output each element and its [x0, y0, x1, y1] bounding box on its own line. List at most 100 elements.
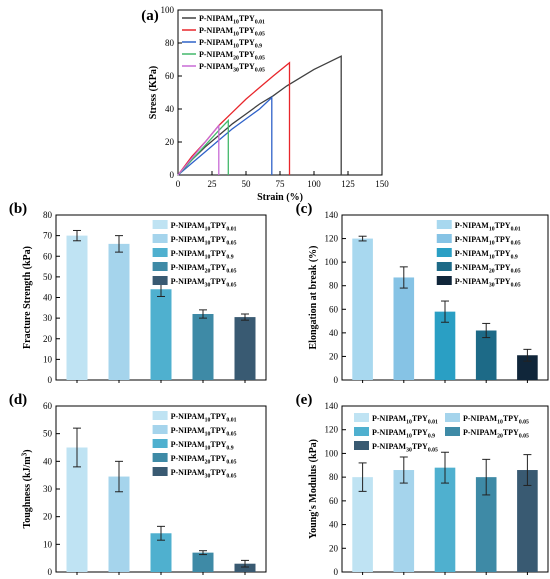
y-tick-label-c: 100: [325, 257, 339, 267]
legend-swatch-3: [436, 248, 452, 257]
legend-swatch-5: [152, 276, 168, 285]
y-tick-label-e: 40: [329, 520, 339, 530]
y-tick-label-d: 20: [43, 512, 53, 522]
bar-5: [234, 563, 256, 572]
y-tick-label-a: 60: [165, 71, 175, 81]
legend-swatch-3: [152, 439, 168, 448]
x-tick-label-a: 50: [242, 179, 252, 189]
legend-swatch-1: [436, 220, 452, 229]
y-tick-label-d: 30: [43, 484, 53, 494]
x-tick-label-a: 75: [276, 179, 286, 189]
y-tick-label-e: 120: [325, 425, 339, 435]
y-tick-label-d: 10: [43, 539, 53, 549]
legend-label-3: P-NIPAM10​TPY0.9​: [372, 428, 435, 440]
legend-label-5: P-NIPAM30​TPY0.05​: [455, 277, 521, 289]
legend-swatch-2: [152, 234, 168, 243]
y-axis-label-a: Stress (KPa): [148, 66, 159, 119]
y-axis-label-e: Young's Modulus (kPa): [308, 439, 319, 539]
y-tick-label-e: 0: [334, 567, 339, 577]
panel-e: 0 20 40 60 80 100 120 140 P-NIPAM10​TPY0.01​ P-NI…: [296, 392, 549, 577]
legend-swatch-1: [152, 411, 168, 420]
y-tick-label-b: 70: [43, 231, 53, 241]
panel-d: 0 10 20 30 40 50 60 P-NIPAM10​TPY0.01​ P-NIPAM10…: [9, 392, 267, 577]
x-tick-label-a: 0: [176, 179, 181, 189]
y-axis-label-b: Fracture Strength (kPa): [22, 246, 33, 349]
bar-1: [352, 238, 373, 380]
legend-label-4: P-NIPAM20​TPY0.05​: [199, 50, 265, 62]
legend-swatch-5: [152, 467, 168, 476]
legend-label-4: P-NIPAM20​TPY0.05​: [171, 454, 237, 466]
legend-swatch-2: [445, 413, 460, 422]
legend-swatch-3: [354, 427, 369, 436]
x-tick-label-a: 125: [341, 179, 355, 189]
bar-2: [108, 243, 130, 380]
legend-swatch-3: [152, 248, 168, 257]
legend-label-3: P-NIPAM10​TPY0.9​: [171, 249, 234, 261]
panel-a: 0 20 40 60 80 100 0 25 50 75 100 125 150 P-NIPAM10​TP…: [141, 5, 389, 203]
y-tick-label-b: 80: [43, 210, 53, 220]
y-tick-label-b: 20: [43, 334, 53, 344]
legend-label-5: P-NIPAM30​TPY0.05​: [171, 277, 237, 289]
legend-label-1: P-NIPAM10​TPY0.01​: [199, 14, 265, 26]
bar-4: [192, 552, 214, 572]
y-tick-label-e: 60: [329, 496, 339, 506]
y-tick-label-c: 120: [325, 234, 339, 244]
bar-2: [108, 476, 130, 572]
bar-4: [192, 314, 214, 380]
y-tick-label-b: 10: [43, 354, 53, 364]
y-tick-label-c: 20: [329, 351, 339, 361]
x-tick-label-a: 150: [375, 179, 389, 189]
legend-swatch-1: [152, 220, 168, 229]
legend-label-1: P-NIPAM10​TPY0.01​: [372, 414, 438, 426]
series-line-1: [177, 55, 342, 176]
y-tick-label-a: 100: [161, 5, 175, 15]
panel-label-a: (a): [141, 8, 159, 24]
legend-label-1: P-NIPAM10​TPY0.01​: [455, 221, 521, 233]
y-tick-label-d: 0: [48, 567, 53, 577]
legend-label-1: P-NIPAM10​TPY0.01​: [171, 221, 237, 233]
panel-c: 0 20 40 60 80 100 120 140 P-NIPAM10​TPY0.01​ P-NI…: [296, 201, 549, 385]
legend-swatch-2: [436, 234, 452, 243]
legend-swatch-1: [354, 413, 369, 422]
legend-swatch-5: [436, 276, 452, 285]
y-tick-label-c: 40: [329, 328, 339, 338]
bar-5: [234, 317, 256, 380]
y-tick-label-b: 50: [43, 272, 53, 282]
y-axis-label-d: Toughness (kJ/m3​): [21, 449, 34, 528]
legend-label-5: P-NIPAM30​TPY0.05​: [171, 468, 237, 480]
legend-label-4: P-NIPAM20​TPY0.05​: [455, 263, 521, 275]
bar-3: [434, 467, 456, 572]
panel-label-b: (b): [9, 201, 27, 217]
y-tick-label-e: 20: [329, 543, 339, 553]
y-tick-label-c: 80: [329, 281, 339, 291]
x-axis-label-a: Strain (%): [257, 192, 303, 203]
bar-4: [475, 477, 497, 572]
bar-3: [150, 533, 172, 572]
series-line-3: [177, 95, 273, 176]
bar-1: [66, 447, 88, 572]
y-tick-label-a: 20: [165, 137, 175, 147]
legend-swatch-4: [152, 453, 168, 462]
y-tick-label-e: 140: [325, 401, 339, 411]
panel-b: 0 10 20 30 40 50 60 70 80 P-NIPAM10​TPY0.01​ P-NIP…: [9, 201, 267, 385]
bar-3: [150, 289, 172, 380]
bar-1: [66, 235, 88, 380]
legend-label-1: P-NIPAM10​TPY0.01​: [171, 412, 237, 424]
legend-label-5: P-NIPAM30​TPY0.05​: [372, 442, 438, 454]
y-tick-label-b: 0: [48, 375, 53, 385]
y-tick-label-c: 0: [334, 375, 339, 385]
legend-label-4: P-NIPAM20​TPY0.05​: [171, 263, 237, 275]
y-tick-label-c: 60: [329, 304, 339, 314]
y-tick-label-d: 40: [43, 456, 53, 466]
legend-label-2: P-NIPAM10​TPY0.05​: [171, 426, 237, 438]
bar-1: [352, 477, 373, 572]
x-tick-label-a: 100: [307, 179, 321, 189]
legend-label-2: P-NIPAM10​TPY0.05​: [463, 414, 529, 426]
y-tick-label-e: 80: [329, 472, 339, 482]
legend-swatch-4: [436, 262, 452, 271]
bar-5: [517, 470, 538, 572]
legend-label-3: P-NIPAM10​TPY0.9​: [455, 249, 518, 261]
legend-swatch-5: [354, 441, 369, 450]
legend-label-4: P-NIPAM20​TPY0.05​: [463, 428, 529, 440]
